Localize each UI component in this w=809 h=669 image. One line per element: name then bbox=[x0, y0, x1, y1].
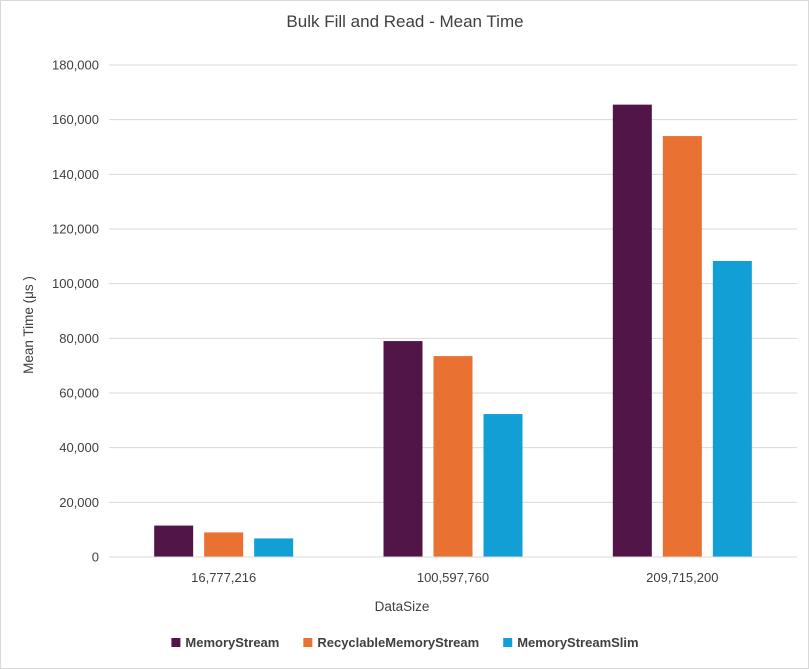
gridlines bbox=[109, 64, 797, 503]
bars bbox=[154, 104, 752, 558]
bar-recyclablememorystream-2 bbox=[662, 136, 702, 558]
y-tick-label: 0 bbox=[92, 550, 99, 565]
legend-label: MemoryStream bbox=[185, 635, 279, 650]
chart-title: Bulk Fill and Read - Mean Time bbox=[286, 12, 523, 31]
y-tick-label: 140,000 bbox=[52, 167, 99, 182]
bar-recyclablememorystream-1 bbox=[433, 356, 473, 557]
y-tick-label: 60,000 bbox=[59, 386, 99, 401]
x-axis-ticks: 16,777,216 100,597,760 209,715,200 bbox=[191, 570, 718, 585]
y-tick-label: 120,000 bbox=[52, 222, 99, 237]
x-tick-label: 209,715,200 bbox=[646, 570, 718, 585]
y-axis-ticks: 0 20,000 40,000 60,000 80,000 100,000 120,000 1… bbox=[52, 58, 99, 565]
legend-swatch-memorystreamslim bbox=[503, 638, 513, 647]
x-tick-label: 16,777,216 bbox=[191, 570, 256, 585]
y-tick-label: 180,000 bbox=[52, 58, 99, 73]
y-tick-label: 100,000 bbox=[52, 276, 99, 291]
y-tick-label: 160,000 bbox=[52, 112, 99, 127]
y-axis-title: Mean Time (μs ) bbox=[21, 276, 36, 374]
x-axis-title: DataSize bbox=[375, 599, 430, 614]
legend-label: MemoryStreamSlim bbox=[517, 635, 638, 650]
y-tick-label: 40,000 bbox=[59, 440, 99, 455]
bar-memorystream-0 bbox=[154, 525, 194, 557]
x-tick-label: 100,597,760 bbox=[417, 570, 489, 585]
bar-recyclablememorystream-0 bbox=[204, 532, 244, 557]
legend-label: RecyclableMemoryStream bbox=[317, 635, 479, 650]
bar-memorystreamslim-0 bbox=[254, 538, 294, 557]
bar-memorystreamslim-2 bbox=[712, 260, 752, 557]
legend-swatch-recyclablememorystream bbox=[303, 638, 313, 647]
bar-memorystream-1 bbox=[383, 341, 423, 557]
legend-swatch-memorystream bbox=[171, 638, 181, 647]
y-tick-label: 20,000 bbox=[59, 495, 99, 510]
legend: MemoryStream RecyclableMemoryStream Memory… bbox=[171, 635, 639, 650]
bar-memorystream-2 bbox=[612, 104, 652, 557]
y-tick-label: 80,000 bbox=[59, 331, 99, 346]
bar-memorystreamslim-1 bbox=[483, 414, 523, 557]
